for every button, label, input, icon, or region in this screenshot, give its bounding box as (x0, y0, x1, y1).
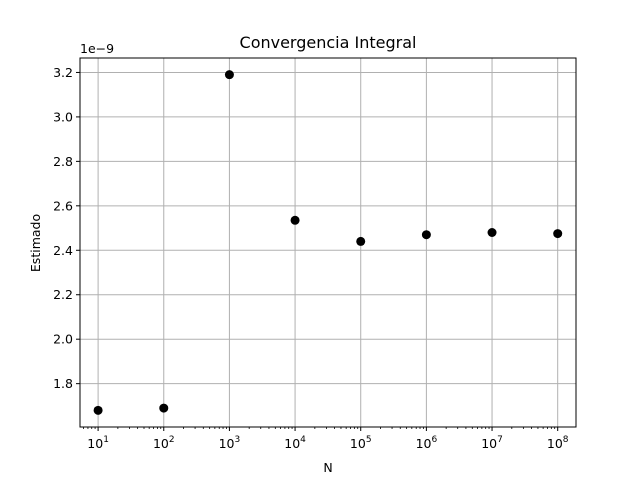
plot-frame (79, 57, 577, 428)
y-tick-label: 2.8 (53, 154, 73, 169)
y-tick-label: 3.0 (53, 109, 73, 124)
data-point (553, 229, 563, 239)
data-point (290, 215, 300, 225)
x-tick-label: 106 (416, 435, 438, 451)
x-tick-label: 104 (284, 435, 306, 451)
x-tick-label: 103 (219, 435, 241, 451)
data-point (159, 403, 169, 413)
y-tick-label: 2.2 (53, 287, 73, 302)
data-point (93, 405, 103, 415)
y-offset-text: 1e−9 (80, 41, 114, 56)
y-tick-label: 1.8 (53, 376, 73, 391)
data-points (93, 70, 563, 415)
data-point (356, 236, 366, 246)
y-tick-label: 2.0 (53, 332, 73, 347)
data-point (224, 70, 234, 80)
y-tick-label: 2.4 (53, 243, 73, 258)
y-axis-label: Estimado (28, 214, 43, 272)
x-tick-label: 107 (481, 435, 503, 451)
x-tick-label: 102 (153, 435, 175, 451)
x-tick-label: 105 (350, 435, 372, 451)
x-tick-label: 101 (87, 435, 109, 451)
y-tick-label: 3.2 (53, 65, 73, 80)
grid (80, 58, 576, 427)
chart-title: Convergencia Integral (240, 33, 417, 52)
y-tick-label: 2.6 (53, 198, 73, 213)
axis-ticks: 101 102 103 104 105 106 107 108 1.8 2.0 2.2 2.4 2.6 2… (53, 65, 569, 451)
x-tick-label: 108 (547, 435, 569, 451)
data-point (421, 230, 431, 240)
data-point (487, 227, 497, 237)
x-axis-label: N (323, 460, 332, 475)
